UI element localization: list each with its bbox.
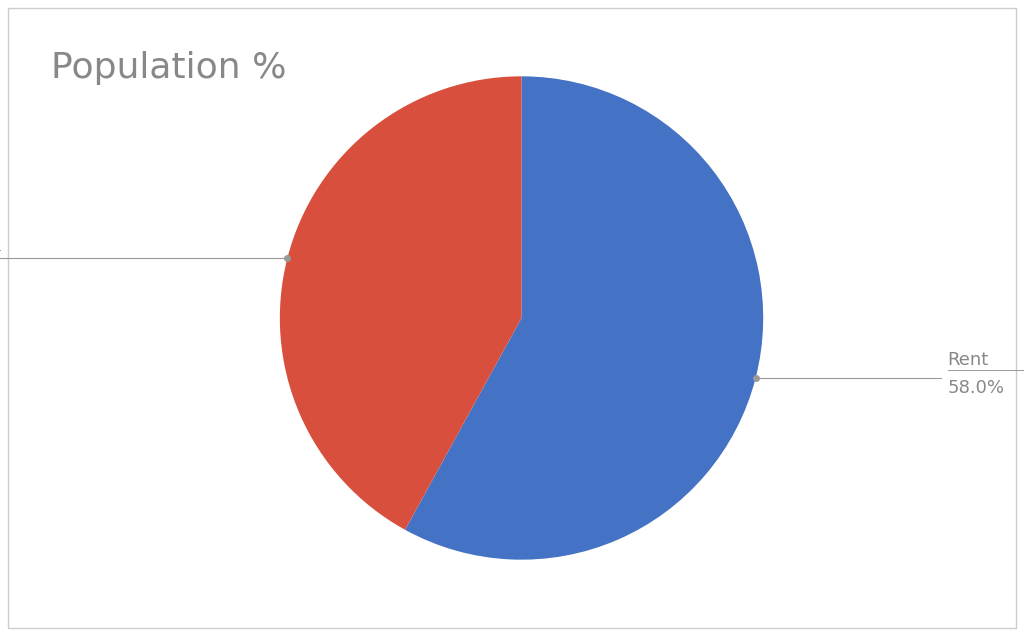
Text: Population %: Population % xyxy=(51,51,287,85)
Text: 58.0%: 58.0% xyxy=(947,378,1005,397)
Text: Rent: Rent xyxy=(947,351,989,370)
Wedge shape xyxy=(280,76,521,530)
Wedge shape xyxy=(406,76,763,560)
